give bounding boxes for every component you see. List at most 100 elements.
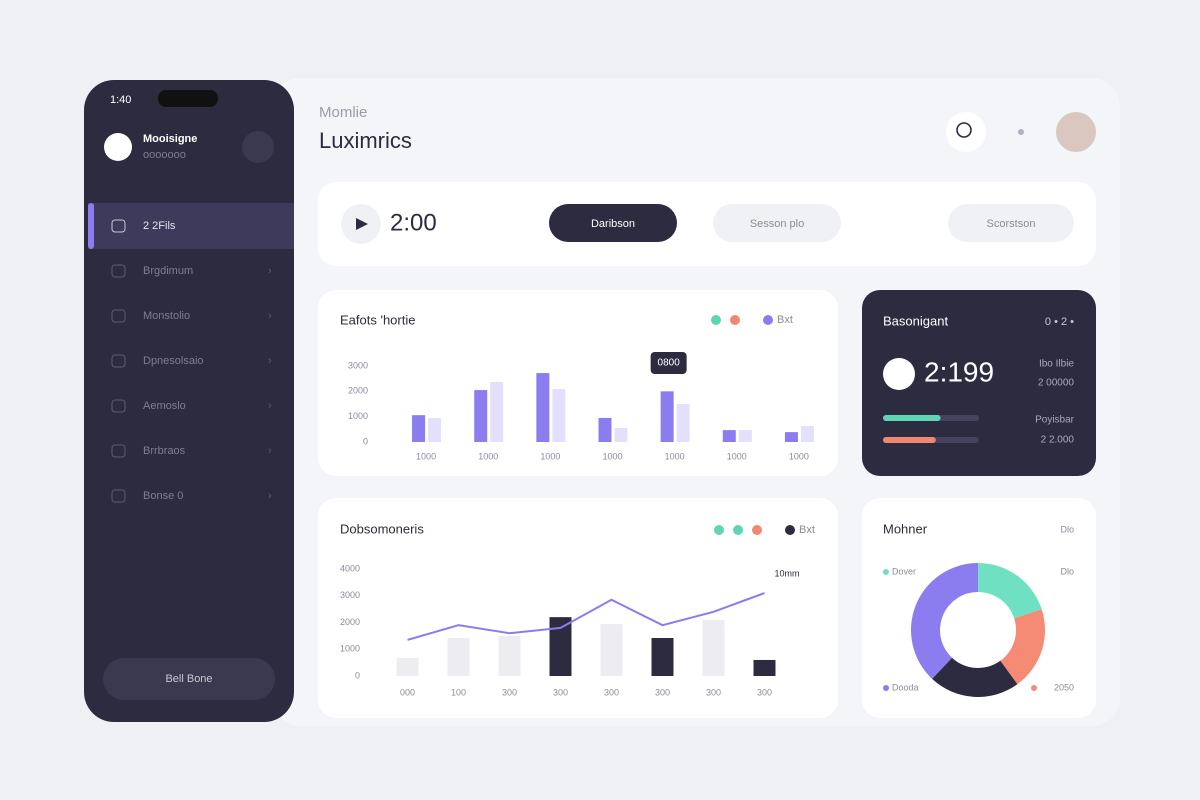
- x-tick-label: 1000: [789, 451, 809, 461]
- nav-icon: [111, 444, 126, 458]
- bar: [447, 638, 470, 676]
- nav-chevron: ›: [268, 310, 272, 322]
- donut-segment: [911, 563, 978, 679]
- user-avatar[interactable]: [1056, 112, 1096, 152]
- y-tick-label: 0: [363, 436, 368, 446]
- x-tick-label: 1000: [665, 451, 685, 461]
- x-tick-label: 1000: [602, 451, 622, 461]
- timer-button-label: Sesson plo: [750, 218, 804, 230]
- summary-card: [862, 290, 1096, 476]
- donut-segment: [978, 563, 1042, 619]
- x-tick-label: 100: [451, 687, 466, 697]
- tooltip: [650, 352, 687, 374]
- phone-button-label: Bell Bone: [165, 673, 212, 685]
- nav-chevron: ›: [268, 265, 272, 277]
- x-tick-label: 300: [553, 687, 568, 697]
- tooltip-label: 0800: [658, 358, 681, 369]
- status-time: 1:40: [110, 94, 131, 106]
- legend-dot: [714, 525, 724, 535]
- x-tick-label: 300: [757, 687, 772, 697]
- phone-button[interactable]: [103, 658, 275, 700]
- summary-title: Basonigant: [883, 313, 948, 328]
- legend-label: Dover: [892, 566, 916, 576]
- bar: [614, 428, 628, 442]
- bar: [753, 659, 776, 676]
- nav-icon: [111, 489, 126, 503]
- bar: [490, 381, 504, 442]
- legend-label: 2050: [1054, 682, 1074, 692]
- timer-button-label: Daribson: [591, 218, 635, 230]
- chart-title: Eafots 'hortie: [340, 312, 415, 327]
- legend-dot: [733, 525, 743, 535]
- search-button[interactable]: [946, 112, 986, 152]
- x-tick-label: 1000: [416, 451, 436, 461]
- x-tick-label: 1000: [727, 451, 747, 461]
- x-tick-label: 1000: [540, 451, 560, 461]
- side-label: Dlo: [1060, 524, 1074, 534]
- timer-button[interactable]: [549, 204, 677, 242]
- nav-chevron: ›: [268, 400, 272, 412]
- nav-label: Brgdimum: [143, 265, 193, 277]
- x-tick-label: 000: [400, 687, 415, 697]
- bar: [660, 391, 674, 442]
- bar: [396, 658, 419, 676]
- more-button[interactable]: [1018, 129, 1024, 135]
- y-tick-label: 3000: [340, 590, 360, 600]
- header-subtitle: Momlie: [319, 104, 367, 121]
- play-icon: [356, 218, 368, 230]
- nav-label: 2 2Fils: [143, 220, 176, 232]
- progress-bar: [883, 437, 936, 443]
- donut-segment: [1000, 609, 1045, 685]
- bar: [536, 373, 550, 442]
- legend-dot: [752, 525, 762, 535]
- timer-button-label: Scorstson: [987, 218, 1036, 230]
- bar: [702, 619, 725, 676]
- chart-title: Mohner: [883, 521, 928, 536]
- x-tick-label: 300: [655, 687, 670, 697]
- y-tick-label: 0: [355, 670, 360, 680]
- timer-button[interactable]: [713, 204, 841, 242]
- nav-icon: [111, 219, 126, 233]
- x-tick-label: 300: [604, 687, 619, 697]
- nav-label: Monstolio: [143, 310, 190, 322]
- x-tick-label: 300: [706, 687, 721, 697]
- annotation: 10mm: [774, 568, 799, 578]
- bar: [738, 430, 752, 442]
- search-icon: [956, 122, 972, 138]
- y-tick-label: 1000: [348, 411, 368, 421]
- summary-label: 2 2.000: [1041, 435, 1075, 446]
- bar: [800, 426, 814, 442]
- nav-active: [88, 203, 294, 249]
- summary-icon: [883, 358, 915, 390]
- nav-label: Brrbraos: [143, 445, 186, 457]
- legend-dot: [785, 525, 795, 535]
- donut-segment: [932, 657, 1018, 698]
- x-tick-label: 1000: [478, 451, 498, 461]
- phone: [84, 80, 294, 722]
- y-tick-label: 1000: [340, 644, 360, 654]
- timer-time: 2:00: [390, 209, 437, 236]
- timer-button[interactable]: [948, 204, 1074, 242]
- nav-label: Bonse 0: [143, 490, 183, 502]
- bar: [498, 635, 521, 676]
- bar: [676, 404, 690, 442]
- legend-label: Dooda: [892, 682, 919, 692]
- nav-chevron: ›: [268, 490, 272, 502]
- avatar: [104, 133, 132, 161]
- profile-menu[interactable]: [242, 131, 274, 163]
- legend-label: Bxt: [777, 314, 793, 326]
- summary-side: Ibo Ilbie: [1039, 359, 1074, 370]
- nav-indicator: [88, 203, 94, 249]
- bar: [600, 624, 623, 676]
- bar: [552, 389, 566, 442]
- side-label: Dlo: [1060, 566, 1074, 576]
- y-tick-label: 2000: [348, 386, 368, 396]
- progress-bar: [883, 415, 941, 421]
- nav-chevron: ›: [268, 355, 272, 367]
- line: [407, 592, 765, 641]
- notch: [158, 90, 218, 107]
- bar: [598, 417, 612, 442]
- nav-chevron: ›: [268, 445, 272, 457]
